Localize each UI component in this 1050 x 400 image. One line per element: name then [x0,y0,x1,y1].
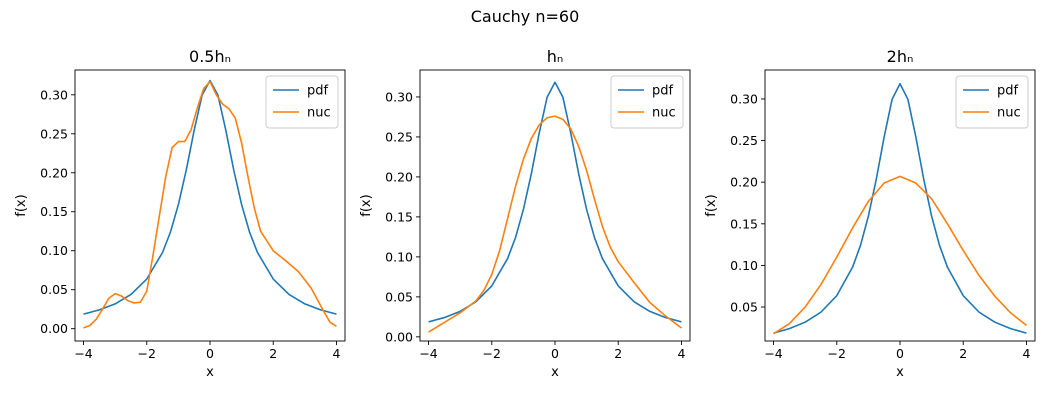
series-line-pdf [83,79,337,315]
y-tick-label: 0.15 [40,204,68,219]
subplot-title: 2hₙ [887,47,914,66]
x-axis-label: x [551,365,559,380]
x-tick-label: 0 [896,346,904,361]
x-tick-label: 0 [206,346,214,361]
series-line-pdf [773,82,1027,334]
legend: pdf nuc [265,75,339,129]
subplot-2: hₙ −4 −2 0 2 4 0.00 0.05 0.10 0.15 0.20 0.25 0.30 x f(… [359,47,691,380]
legend-label-nuc: nuc [307,106,331,121]
y-tick-label: 0.15 [385,209,413,224]
x-tick-label: −2 [483,346,501,361]
x-axis-label: x [206,365,214,380]
subplot-title: hₙ [547,47,564,66]
legend-box [265,75,339,129]
x-tick-label: 4 [332,346,340,361]
legend-label-nuc: nuc [652,106,676,121]
y-axis-label: f(x) [359,194,374,216]
subplot-3: 2hₙ −4 −2 0 2 4 0.05 0.10 0.15 0.20 0.25 0.30 x f(x) p… [704,47,1036,380]
legend-label-pdf: pdf [307,84,329,99]
x-tick-label: −4 [419,346,437,361]
y-tick-label: 0.00 [385,329,413,344]
y-tick-label: 0.05 [730,300,758,315]
legend-box [955,75,1029,129]
y-axis-label: f(x) [14,194,29,216]
x-tick-label: 4 [677,346,685,361]
legend-label-pdf: pdf [652,84,674,99]
y-tick-label: 0.00 [40,321,68,336]
y-tick-label: 0.10 [385,249,413,264]
x-tick-label: 0 [551,346,559,361]
subplot-1: 0.5hₙ −4 −2 0 2 4 0.00 0.05 0.10 0.15 0.20 0.25 0.30… [14,47,346,380]
series-line-nuc [428,115,682,333]
y-tick-label: 0.05 [385,289,413,304]
series-line-nuc [773,175,1027,335]
x-tick-label: −2 [828,346,846,361]
x-tick-label: −4 [764,346,782,361]
legend: pdf nuc [955,75,1029,129]
x-tick-label: 2 [614,346,622,361]
x-tick-label: −2 [138,346,156,361]
y-tick-label: 0.30 [730,91,758,106]
subplot-title: 0.5hₙ [189,47,231,66]
series-line-pdf [428,81,682,323]
y-tick-label: 0.10 [40,243,68,258]
legend-box [610,75,684,129]
x-axis-label: x [896,365,904,380]
legend-label-nuc: nuc [997,106,1021,121]
y-axis-label: f(x) [704,194,719,216]
y-tick-label: 0.25 [730,133,758,148]
x-tick-label: 2 [269,346,277,361]
legend-label-pdf: pdf [997,84,1019,99]
series-line-nuc [83,80,337,329]
x-tick-label: −4 [74,346,92,361]
subplots: 0.5hₙ −4 −2 0 2 4 0.00 0.05 0.10 0.15 0.20 0.25 0.30… [14,47,1036,380]
y-tick-label: 0.30 [385,89,413,104]
legend: pdf nuc [610,75,684,129]
x-tick-label: 2 [959,346,967,361]
y-tick-label: 0.20 [730,175,758,190]
y-tick-label: 0.05 [40,282,68,297]
y-tick-label: 0.20 [385,169,413,184]
y-tick-label: 0.25 [385,129,413,144]
y-tick-label: 0.20 [40,165,68,180]
y-tick-label: 0.15 [730,216,758,231]
figure-title: Cauchy n=60 [471,7,580,26]
y-tick-label: 0.30 [40,87,68,102]
y-tick-label: 0.25 [40,126,68,141]
y-tick-label: 0.10 [730,258,758,273]
x-tick-label: 4 [1022,346,1030,361]
